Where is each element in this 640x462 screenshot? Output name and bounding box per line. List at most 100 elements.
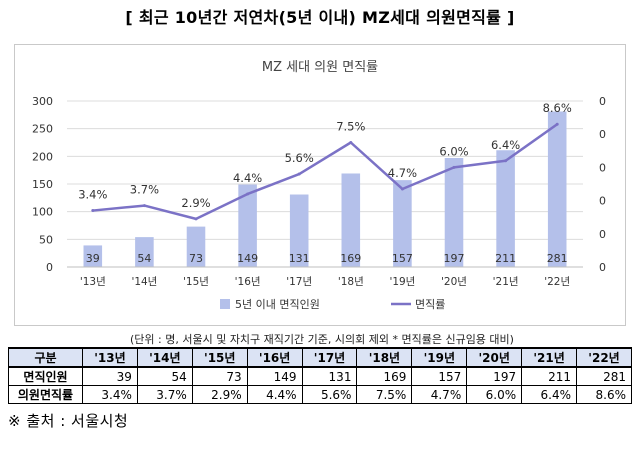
bar xyxy=(289,194,309,267)
chart-legend: 5년 이내 면직인원 면직률 xyxy=(220,298,445,311)
bar xyxy=(341,173,361,267)
bar xyxy=(186,226,206,267)
table-cell: 157 xyxy=(411,366,468,386)
x-tick-label: '22년 xyxy=(544,276,570,288)
legend-swatch-bar xyxy=(220,299,230,309)
data-table: 구분 '13년 '14년 '15년 '16년 '17년 '18년 '19년 '20년 '21년 '2… xyxy=(8,347,632,404)
bar-value-label: 39 xyxy=(86,252,100,265)
y2-tick-label: 0 xyxy=(599,195,606,208)
table-cell: 2.9% xyxy=(191,385,248,404)
rate-point xyxy=(142,204,146,208)
y2-tick-label: 0 xyxy=(599,95,606,108)
table-header-row: 구분 '13년 '14년 '15년 '16년 '17년 '18년 '19년 '20년 '21년 '2… xyxy=(8,347,632,368)
rate-point xyxy=(246,192,250,196)
bar-value-label: 281 xyxy=(547,252,568,265)
rate-point xyxy=(297,172,301,176)
y2-tick-label: 0 xyxy=(599,261,606,274)
rate-point xyxy=(504,159,508,163)
x-tick-label: '19년 xyxy=(389,276,415,288)
table-cell: 4.4% xyxy=(246,385,303,404)
y-tick-label: 200 xyxy=(32,150,53,163)
x-tick-label: '18년 xyxy=(338,276,364,288)
x-tick-label: '13년 xyxy=(80,276,106,288)
chart-title: MZ 세대 의원 면직률 xyxy=(262,60,378,75)
table-header-cell: '21년 xyxy=(521,347,578,368)
table-cell: 197 xyxy=(466,366,523,386)
table-row: 면직인원 39 54 73 149 131 169 157 197 211 281 xyxy=(8,366,632,386)
y-tick-label: 0 xyxy=(46,261,53,274)
table-cell: 3.7% xyxy=(136,385,193,404)
rate-point xyxy=(400,187,404,191)
y-tick-label: 250 xyxy=(32,123,53,136)
rate-value-label: 6.4% xyxy=(491,138,520,152)
y-tick-label: 100 xyxy=(32,206,53,219)
legend-label-bar: 5년 이내 면직인원 xyxy=(235,298,320,311)
table-cell: 4.7% xyxy=(411,385,468,404)
table-cell: 73 xyxy=(191,366,248,386)
rate-value-label: 3.7% xyxy=(130,183,159,197)
y2-tick-label: 0 xyxy=(599,128,606,141)
table-header-cell: '22년 xyxy=(576,347,632,368)
y-tick-label: 300 xyxy=(32,95,53,108)
rate-value-label: 8.6% xyxy=(543,101,572,115)
table-row-label: 의원면직률 xyxy=(8,385,83,404)
rate-point xyxy=(555,122,559,126)
table-cell: 3.4% xyxy=(82,385,138,404)
table-cell: 5.6% xyxy=(301,385,358,404)
table-header-cell: 구분 xyxy=(8,347,83,368)
rate-value-label: 4.7% xyxy=(388,166,417,180)
bar-value-label: 73 xyxy=(189,252,203,265)
x-tick-label: '16년 xyxy=(235,276,261,288)
legend-label-line: 면직률 xyxy=(415,298,445,311)
rate-point xyxy=(91,209,95,213)
y-tick-label: 150 xyxy=(32,178,53,191)
y2-tick-label: 0 xyxy=(599,161,606,174)
rate-line xyxy=(92,123,558,221)
rate-value-label: 4.4% xyxy=(233,171,262,185)
rate-value-label: 2.9% xyxy=(181,196,210,210)
bar-value-label: 169 xyxy=(340,252,361,265)
table-cell: 39 xyxy=(82,366,138,386)
x-tick-label: '20년 xyxy=(441,276,467,288)
table-cell: 211 xyxy=(521,366,578,386)
table-cell: 54 xyxy=(136,366,193,386)
source-note: ※ 출처 : 서울시청 xyxy=(8,412,129,430)
table-row-label: 면직인원 xyxy=(8,366,83,386)
table-cell: 8.6% xyxy=(576,385,632,404)
table-cell: 6.4% xyxy=(521,385,578,404)
table-header-cell: '14년 xyxy=(136,347,193,368)
bar xyxy=(547,111,567,267)
bar-value-label: 211 xyxy=(495,252,516,265)
table-cell: 131 xyxy=(301,366,358,386)
bar-value-label: 149 xyxy=(237,252,258,265)
rate-value-label: 3.4% xyxy=(78,188,107,202)
chart-frame: MZ 세대 의원 면직률 39 54 73 149 131 169 157 197 211 281… xyxy=(14,44,626,326)
bar-value-label: 197 xyxy=(444,252,465,265)
rate-value-label: 5.6% xyxy=(285,151,314,165)
table-cell: 169 xyxy=(356,366,413,386)
table-header-cell: '18년 xyxy=(356,347,413,368)
rate-point xyxy=(349,141,353,144)
table-cell: 281 xyxy=(576,366,632,386)
table-header-cell: '13년 xyxy=(82,347,138,368)
bar xyxy=(238,184,257,267)
rate-value-label: 6.0% xyxy=(439,144,468,158)
bar xyxy=(393,180,412,267)
x-tick-label: '21년 xyxy=(493,276,519,288)
bar xyxy=(496,150,515,267)
table-row: 의원면직률 3.4% 3.7% 2.9% 4.4% 5.6% 7.5% 4.7% 6.0% 6.4… xyxy=(8,385,632,404)
table-header-cell: '17년 xyxy=(301,347,358,368)
table-cell: 6.0% xyxy=(466,385,523,404)
table-header-cell: '20년 xyxy=(466,347,523,368)
table-cell: 149 xyxy=(246,366,303,386)
bar-value-label: 131 xyxy=(289,252,310,265)
table-cell: 7.5% xyxy=(356,385,413,404)
rate-point xyxy=(452,165,456,169)
x-tick-label: '17년 xyxy=(286,276,312,288)
bar-value-label: 157 xyxy=(392,252,413,265)
x-tick-label: '15년 xyxy=(183,276,209,288)
rate-value-label: 7.5% xyxy=(336,120,365,134)
bar xyxy=(83,245,103,267)
table-header-cell: '16년 xyxy=(246,347,303,368)
bar xyxy=(135,237,154,267)
